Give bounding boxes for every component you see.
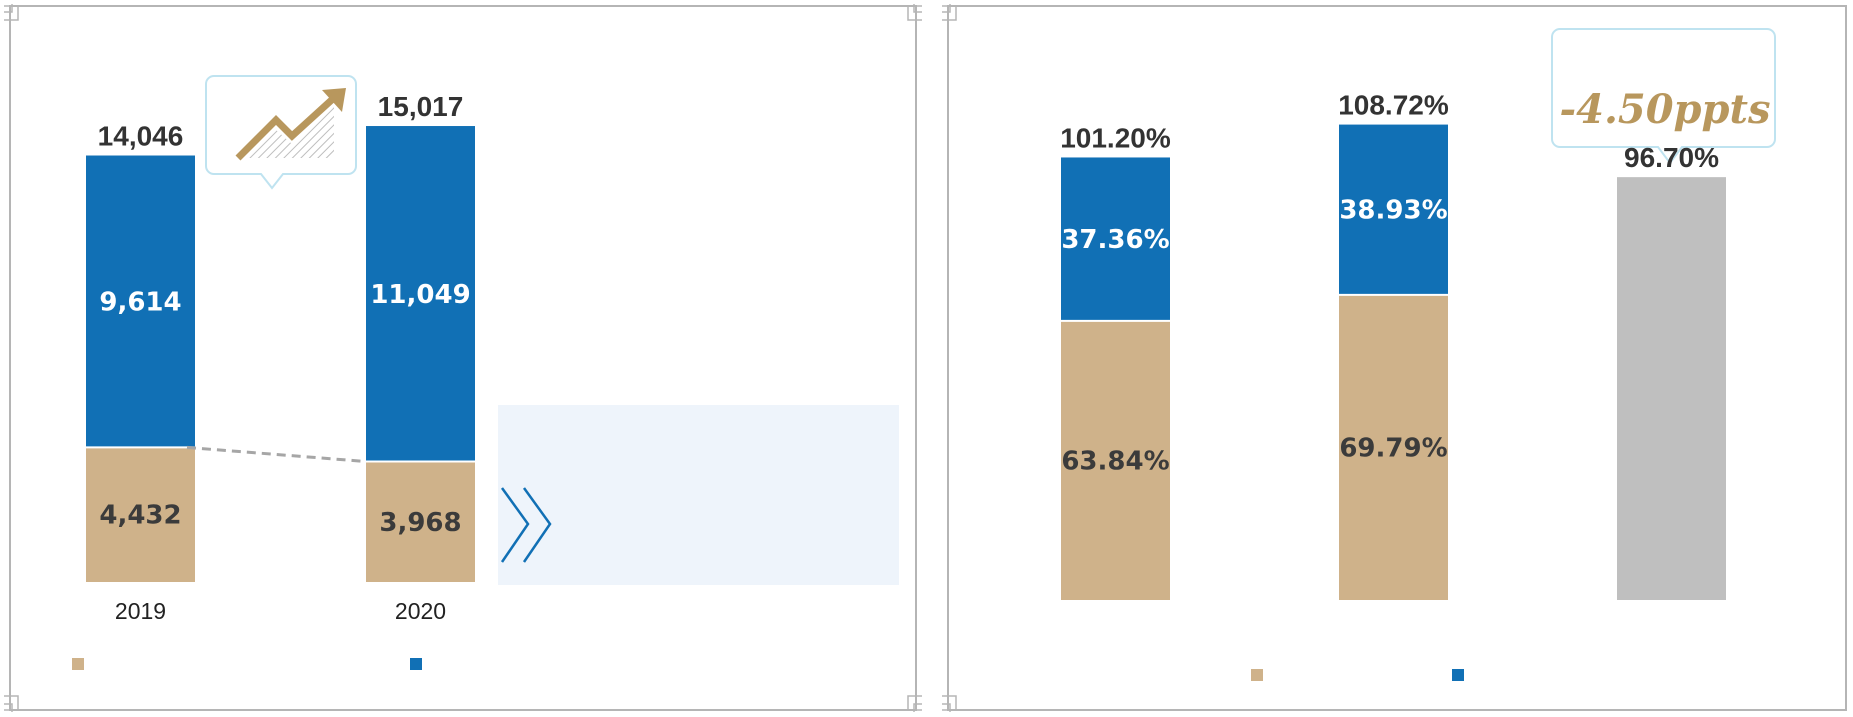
- ppts-change-annotation: -4.50ppts: [1560, 86, 1771, 133]
- bar-2-series-1: [1339, 294, 1448, 600]
- data-label-1-series-2: 37.36%: [1061, 225, 1169, 255]
- bar-2-series-2: [1339, 124, 1448, 295]
- left-panel-frame: [4, 4, 922, 712]
- chart-right-stacked-bars: 63.84% 37.36% 101.20% 69.79% 38.93% 108.72% 96…: [1060, 90, 1726, 681]
- chart-left-stacked-bars: 4,432 9,614 14,046 2019 3,968 11,049 15,017 202…: [72, 91, 475, 670]
- x-tick-2019: 2019: [115, 598, 166, 624]
- data-label-2020-series-1: 3,968: [379, 508, 461, 538]
- bar-2019-series-1: [86, 447, 195, 582]
- total-label-1: 101.20%: [1060, 122, 1171, 153]
- data-label-2020-series-2: 11,049: [370, 280, 470, 310]
- total-label-2: 108.72%: [1338, 90, 1449, 121]
- data-label-2-series-2: 38.93%: [1339, 196, 1447, 226]
- x-tick-2020: 2020: [395, 598, 446, 624]
- total-label-2019: 14,046: [98, 121, 184, 152]
- legend-swatch-series-2: [410, 658, 422, 670]
- bar-2020-series-2: [366, 126, 475, 462]
- bar-3-total: [1617, 177, 1726, 600]
- bar-2020-series-1: [366, 461, 475, 582]
- data-label-2-series-1: 69.79%: [1339, 433, 1447, 463]
- connector-line: [186, 445, 367, 464]
- total-label-3: 96.70%: [1624, 142, 1719, 173]
- left-callout: [205, 75, 357, 190]
- bar-1-series-2: [1061, 157, 1170, 321]
- data-label-2019-series-2: 9,614: [99, 287, 181, 317]
- legend-swatch-series-1: [1251, 669, 1263, 681]
- legend-swatch-series-2: [1452, 669, 1464, 681]
- right-panel-frame: [942, 4, 1847, 712]
- data-label-2019-series-1: 4,432: [99, 501, 181, 531]
- bar-2019-series-2: [86, 155, 195, 448]
- legend-swatch-series-1: [72, 658, 84, 670]
- double-chevron-right-icon: [500, 487, 552, 563]
- highlight-panel: [498, 405, 899, 585]
- data-label-1-series-1: 63.84%: [1061, 446, 1169, 476]
- total-label-2020: 15,017: [378, 91, 464, 122]
- trend-up-icon: [235, 88, 346, 161]
- bar-1-series-1: [1061, 320, 1170, 600]
- right-callout: [1551, 28, 1776, 165]
